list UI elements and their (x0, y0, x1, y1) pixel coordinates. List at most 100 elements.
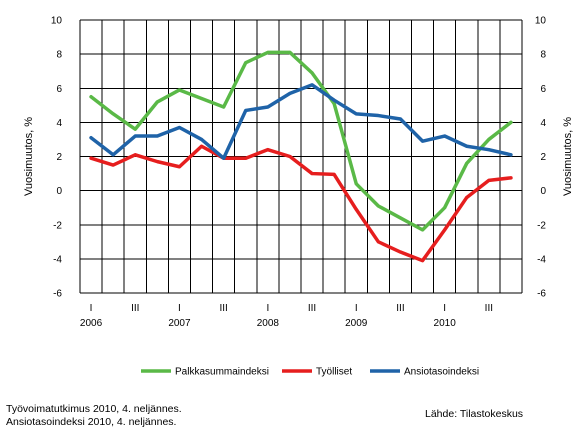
data-point (354, 112, 358, 116)
data-point (421, 139, 425, 143)
x-year-label: 2007 (168, 318, 191, 329)
y-tick-label-left: 10 (51, 16, 63, 27)
data-point (266, 50, 270, 54)
data-point (89, 136, 93, 140)
y-tick-label-right: 10 (535, 16, 547, 27)
data-point (354, 207, 358, 211)
data-point (111, 112, 115, 116)
x-quarter-label: I (355, 303, 358, 314)
y-axis-title-right: Vuosimuutos, % (562, 117, 574, 196)
data-point (398, 117, 402, 121)
data-point (509, 176, 513, 180)
data-point (443, 206, 447, 210)
data-point (89, 156, 93, 160)
data-point (376, 114, 380, 118)
series-line (89, 50, 513, 232)
data-point (155, 100, 159, 104)
data-point (509, 120, 513, 124)
source-notes: Työvoimatutkimus 2010, 4. neljännes. Ans… (6, 403, 182, 429)
y-tick-label-right: 6 (540, 84, 546, 95)
axes: -6 -6-4 -4-2 -20 02 24 46 68 810 10I III I III I III I I… (23, 16, 574, 330)
source-note-2: Ansiotasoindeksi 2010, 4. neljännes. (6, 416, 177, 428)
data-point (177, 88, 181, 92)
data-point (487, 137, 491, 141)
x-quarter-label: III (131, 303, 139, 314)
data-point (111, 163, 115, 167)
data-point (155, 160, 159, 164)
x-quarter-label: I (266, 303, 269, 314)
y-tick-label-left: 2 (56, 152, 62, 163)
y-tick-label-right: 4 (540, 118, 546, 129)
legend-label: Työlliset (316, 367, 352, 378)
y-tick-label-left: -6 (53, 289, 62, 300)
x-quarter-label: III (308, 303, 316, 314)
data-point (487, 178, 491, 182)
data-point (332, 102, 336, 106)
data-point (310, 71, 314, 75)
data-point (266, 148, 270, 152)
y-tick-label-left: 8 (56, 50, 62, 61)
data-point (244, 108, 248, 112)
data-point (200, 144, 204, 148)
y-tick-label-right: 0 (540, 186, 546, 197)
data-point (310, 172, 314, 176)
data-point (398, 250, 402, 254)
data-point (354, 182, 358, 186)
data-point (465, 161, 469, 165)
y-tick-label-left: 0 (56, 186, 62, 197)
data-point (421, 228, 425, 232)
data-point (443, 134, 447, 138)
series-1 (89, 50, 513, 232)
data-point (376, 240, 380, 244)
data-point (133, 134, 137, 138)
data-point (288, 91, 292, 95)
data-point (244, 156, 248, 160)
data-point (222, 156, 226, 160)
series-group (89, 50, 513, 263)
x-quarter-label: I (90, 303, 93, 314)
series-3 (89, 83, 513, 160)
y-tick-label-left: -4 (53, 254, 62, 265)
data-point (443, 228, 447, 232)
data-point (244, 61, 248, 65)
data-point (487, 148, 491, 152)
data-point (222, 105, 226, 109)
x-quarter-label: III (485, 303, 493, 314)
y-tick-label-right: 2 (540, 152, 546, 163)
data-point (509, 153, 513, 157)
x-quarter-label: I (178, 303, 181, 314)
x-year-label: 2009 (345, 318, 368, 329)
y-axis-title-left: Vuosimuutos, % (23, 117, 35, 196)
x-quarter-label: III (219, 303, 227, 314)
x-year-label: 2008 (257, 318, 280, 329)
y-tick-label-right: -2 (537, 220, 546, 231)
data-point (200, 96, 204, 100)
data-point (177, 125, 181, 129)
data-point (200, 137, 204, 141)
data-point (155, 134, 159, 138)
source-credit: Lähde: Tilastokeskus (425, 408, 524, 420)
legend-label: Ansiotasoindeksi (404, 367, 479, 378)
y-tick-label-left: 4 (56, 118, 62, 129)
legend-label: Palkkasummaindeksi (175, 367, 269, 378)
data-point (133, 127, 137, 131)
data-point (111, 153, 115, 157)
series-line (89, 144, 513, 263)
data-point (177, 165, 181, 169)
x-year-label: 2010 (434, 318, 457, 329)
y-tick-label-left: -2 (53, 220, 62, 231)
data-point (332, 172, 336, 176)
data-point (288, 50, 292, 54)
y-tick-label-right: -6 (537, 289, 546, 300)
data-point (421, 259, 425, 263)
data-point (465, 144, 469, 148)
y-tick-label-left: 6 (56, 84, 62, 95)
data-point (465, 195, 469, 199)
data-point (89, 95, 93, 99)
data-point (133, 153, 137, 157)
x-year-label: 2006 (80, 318, 103, 329)
data-point (332, 98, 336, 102)
data-point (266, 105, 270, 109)
